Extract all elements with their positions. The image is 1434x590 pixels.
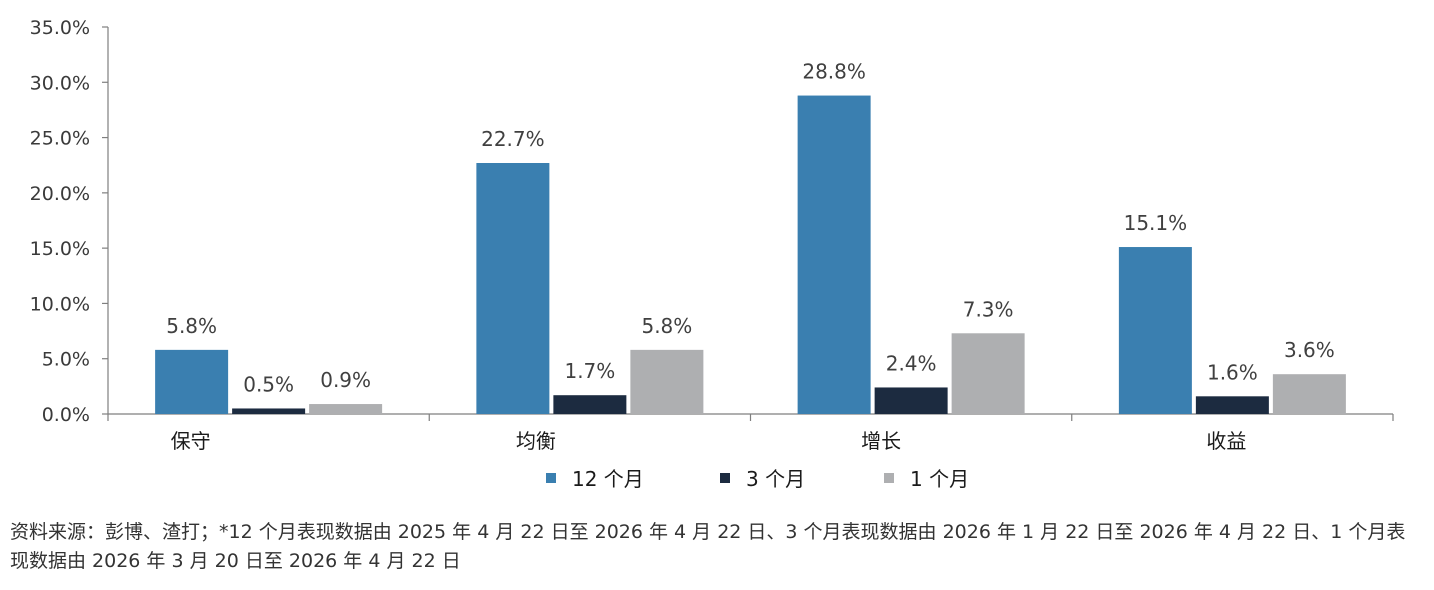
legend-swatch [720, 473, 730, 483]
bar [553, 395, 627, 414]
data-label: 2.4% [886, 351, 937, 375]
legend-swatch [546, 473, 556, 483]
y-tick-label: 10.0% [30, 293, 90, 315]
bar [797, 95, 871, 414]
y-axis: 0.0% 5.0% 10.0% 15.0% 20.0% 25.0% 30.0% 35.0% [30, 17, 109, 426]
data-label: 7.3% [963, 297, 1014, 321]
y-tick-label: 30.0% [30, 72, 90, 94]
data-label: 5.8% [166, 314, 217, 338]
y-tick-label: 20.0% [30, 183, 90, 205]
source-note: 资料来源：彭博、渣打；*12 个月表现数据由 2025 年 4 月 22 日至 … [10, 521, 1406, 572]
category-label: 收益 [1206, 429, 1246, 453]
category-label: 增长 [861, 429, 901, 453]
data-labels: 5.8% 0.5% 0.9% 22.7% 1.7% 5.8% 28.8% 2.4% 7.3% 15… [166, 60, 1335, 397]
y-tick-label: 0.0% [42, 404, 90, 426]
y-tick-label: 5.0% [42, 349, 90, 371]
data-label: 5.8% [641, 314, 692, 338]
legend-label: 1 个月 [910, 467, 969, 491]
bar [630, 349, 704, 414]
data-label: 15.1% [1124, 211, 1188, 235]
data-label: 28.8% [802, 60, 866, 84]
bar [309, 404, 383, 414]
category-label: 均衡 [516, 429, 556, 453]
bar-chart: 0.0% 5.0% 10.0% 15.0% 20.0% 25.0% 30.0% 35.0% 保… [30, 17, 1394, 491]
data-label: 0.5% [243, 372, 294, 396]
data-label: 22.7% [481, 127, 545, 151]
bar [1118, 247, 1192, 414]
y-tick-label: 25.0% [30, 128, 90, 150]
bar [155, 349, 229, 414]
bar [874, 387, 948, 414]
bar [232, 408, 306, 414]
legend-label: 3 个月 [746, 467, 805, 491]
bar [476, 163, 550, 414]
legend-swatch [884, 473, 894, 483]
x-axis: 保守 均衡 增长 收益 [107, 413, 1394, 453]
data-label: 1.6% [1207, 360, 1258, 384]
bar [1195, 396, 1269, 414]
data-label: 3.6% [1284, 338, 1335, 362]
legend-label: 12 个月 [572, 467, 644, 491]
y-tick-label: 35.0% [30, 17, 90, 39]
legend: 12 个月 3 个月 1 个月 [546, 467, 969, 491]
category-label: 保守 [171, 429, 211, 453]
y-tick-label: 15.0% [30, 238, 90, 260]
bar [1272, 374, 1346, 414]
data-label: 0.9% [320, 368, 371, 392]
bars [155, 95, 1346, 414]
data-label: 1.7% [564, 359, 615, 383]
bar [951, 333, 1025, 414]
